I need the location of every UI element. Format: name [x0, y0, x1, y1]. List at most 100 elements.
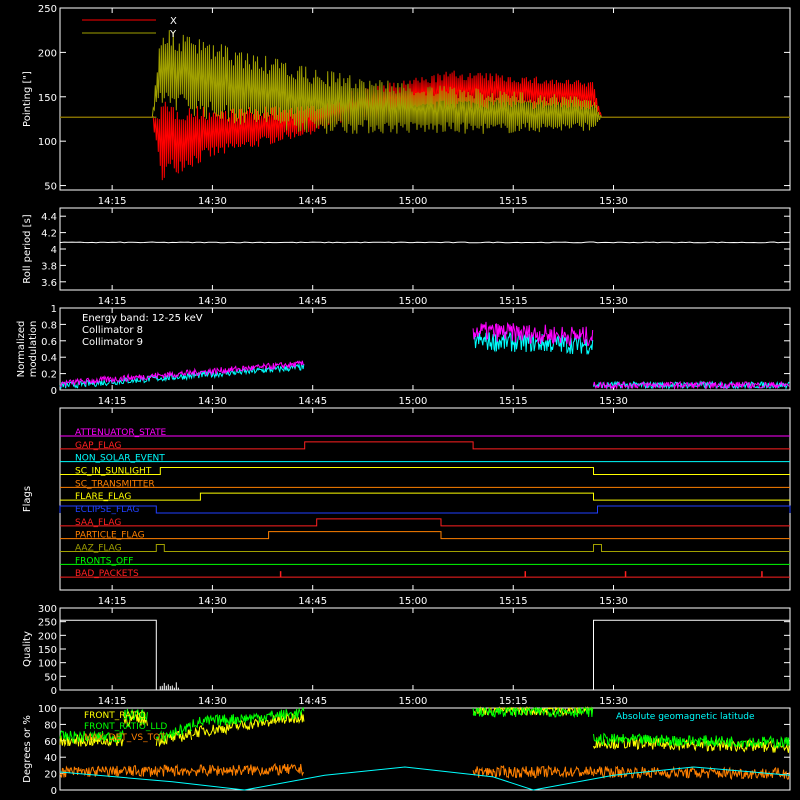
modulation-line: [59, 362, 305, 389]
x-tick-label: 14:30: [198, 696, 227, 707]
y-tick-label: 0.2: [41, 370, 57, 381]
plot-frame: [59, 207, 791, 291]
flag-label: SC_IN_SUNLIGHT: [75, 467, 152, 477]
y-axis-label: Normalized: [16, 321, 27, 378]
y-tick-label: 1: [51, 304, 57, 315]
y-tick-label: 100: [38, 704, 57, 715]
x-tick-label: 14:30: [198, 396, 227, 407]
flag-line: [60, 531, 790, 540]
y-tick-label: 0: [51, 386, 57, 397]
flag-label: AAZ_FLAG: [75, 544, 122, 554]
x-tick-label: 15:30: [599, 696, 628, 707]
x-tick-label: 14:45: [298, 296, 327, 307]
y-tick-label: 0.4: [41, 353, 57, 364]
ratio-line: [192, 712, 305, 738]
x-tick-label: 14:15: [98, 696, 127, 707]
flag-label: FRONTS_OFF: [75, 556, 133, 566]
ratio-line: [123, 714, 148, 727]
x-tick-label: 15:15: [499, 196, 528, 207]
x-tick-label: 14:45: [298, 596, 327, 607]
y-tick-label: 3.6: [41, 278, 57, 289]
legend-label: FRONT_RATIO: [84, 711, 146, 721]
y-tick-label: 150: [38, 93, 57, 104]
y-tick-label: 60: [44, 737, 57, 748]
y-tick-label: 250: [38, 4, 57, 15]
panel-2: 14:15 14:30 14:45 15:00 15:15 15:30 3.6 3.8 4 4.2…: [22, 207, 791, 307]
x-tick-label: 14:15: [98, 596, 127, 607]
x-tick-label: 15:30: [599, 196, 628, 207]
flag-line: [60, 492, 790, 501]
x-tick-label: 14:45: [298, 396, 327, 407]
y-axis-label: Roll period [s]: [22, 214, 33, 283]
panel-5: 14:15 14:30 14:45 15:00 15:15 15:30 0 50 100 150 2…: [22, 604, 791, 707]
roll-period-line: [59, 241, 791, 244]
legend-label: FRONT_RATIO_LLD: [84, 722, 167, 732]
y-tick-label: 250: [38, 618, 57, 629]
y-tick-label: 3.8: [41, 261, 57, 272]
x-tick-label: 15:00: [399, 596, 428, 607]
y-axis-label: Flags: [22, 486, 33, 512]
y-axis-label: Pointing ["]: [22, 71, 33, 127]
y-tick-label: 0: [51, 686, 57, 697]
x-tick-label: 15:00: [399, 396, 428, 407]
x-tick-label: 15:15: [499, 696, 528, 707]
y-tick-label: 100: [38, 659, 57, 670]
legend-label: Collimator 9: [82, 337, 143, 348]
x-tick-label: 14:30: [198, 196, 227, 207]
legend-label: MAX_DET_VS_TOT: [84, 733, 166, 743]
y-tick-label: 4.2: [41, 229, 57, 240]
flag-label: ATTENUATOR_STATE: [75, 428, 167, 438]
panel-1: 14:15 14:30 14:45 15:00 15:15 15:30 50 100 150 20…: [22, 4, 791, 207]
y-axis-label: Quality: [22, 631, 33, 667]
modulation-line: [593, 380, 790, 390]
ratio-line: [59, 729, 124, 745]
y-tick-label: 150: [38, 645, 57, 656]
ratio-line: [191, 706, 305, 729]
flag-label: GAP_FLAG: [75, 441, 121, 451]
quality-line: [60, 619, 790, 691]
ratio-line: [593, 732, 790, 749]
x-tick-label: 15:15: [499, 396, 528, 407]
y-tick-label: 0.6: [41, 337, 57, 348]
legend-label: X: [170, 16, 177, 27]
ratio-line: [593, 736, 790, 753]
flag-label: BAD_PACKETS: [75, 569, 139, 579]
ratio-line: [155, 722, 192, 742]
flag-line: [59, 505, 791, 514]
ratio-line: [59, 762, 305, 778]
y-tick-label: 50: [44, 182, 57, 193]
y-tick-label: 80: [44, 720, 57, 731]
x-tick-label: 14:45: [298, 196, 327, 207]
panel-4: 14:15 14:30 14:45 15:00 15:15 15:30 Flags ATTEN…: [22, 407, 791, 607]
plot-frame: [59, 7, 791, 191]
panel-3: 14:15 14:30 14:45 15:00 15:15 15:30 0 0.2 0.4 0.6…: [16, 304, 791, 407]
flag-label: SAA_FLAG: [75, 518, 121, 528]
flag-line: [60, 467, 790, 475]
modulation-line: [472, 321, 594, 347]
flag-label: FLARE_FLAG: [75, 492, 131, 502]
flag-label: ECLIPSE_FLAG: [75, 505, 139, 515]
y-tick-label: 100: [38, 137, 57, 148]
y-tick-label: 50: [44, 672, 57, 683]
x-tick-label: 15:30: [599, 396, 628, 407]
flag-line: [60, 441, 790, 450]
ratio-line: [593, 765, 790, 781]
y-tick-label: 4: [51, 245, 57, 256]
panel-6: 0 20 40 60 80 100 Degrees or % FRONT_RATIOFRONT…: [22, 704, 791, 797]
y-tick-label: 20: [44, 770, 57, 781]
y-tick-label: 0.8: [41, 320, 57, 331]
legend-label: Collimator 8: [82, 325, 143, 336]
x-tick-label: 14:15: [98, 296, 127, 307]
x-tick-label: 14:30: [198, 596, 227, 607]
x-tick-label: 15:30: [599, 596, 628, 607]
x-tick-label: 15:00: [399, 296, 428, 307]
y-axis-label: modulation: [28, 321, 39, 378]
y-tick-label: 0: [51, 786, 57, 797]
y-tick-label: 200: [38, 631, 57, 642]
flag-line: [60, 544, 790, 552]
legend-label: Y: [169, 29, 177, 40]
y-tick-label: 40: [44, 753, 57, 764]
x-tick-label: 14:45: [298, 696, 327, 707]
x-tick-label: 14:30: [198, 296, 227, 307]
x-tick-label: 14:15: [98, 196, 127, 207]
